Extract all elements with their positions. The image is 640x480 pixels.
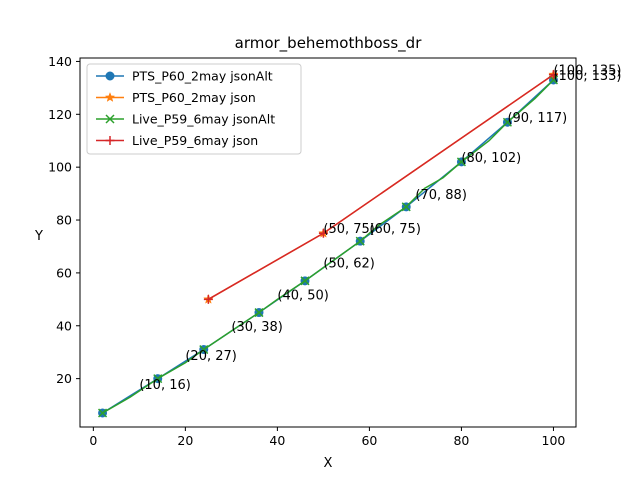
data-label: (100, 135) xyxy=(553,64,621,79)
x-tick-label: 80 xyxy=(453,433,469,448)
legend-box xyxy=(86,63,302,155)
data-label: (70, 88) xyxy=(415,188,467,203)
y-tick-label: 80 xyxy=(56,213,72,228)
legend-label: Live_P59_6may jsonAlt xyxy=(132,112,275,127)
x-tick-label: 100 xyxy=(542,433,566,448)
data-label: (10, 16) xyxy=(139,378,191,393)
data-label: (50, 62) xyxy=(323,257,375,272)
y-axis-label: Y xyxy=(34,229,43,244)
data-point xyxy=(300,276,310,286)
legend-marker xyxy=(105,114,115,124)
y-tick-label: 40 xyxy=(56,318,72,333)
legend-marker xyxy=(105,71,115,81)
x-axis-label: X xyxy=(324,456,333,471)
data-label: (50, 75) xyxy=(323,222,375,237)
data-point xyxy=(203,294,213,304)
legend-marker xyxy=(104,91,116,102)
legend-label: Live_P59_6may json xyxy=(132,133,258,148)
data-label: (80, 102) xyxy=(461,151,521,166)
x-tick-label: 40 xyxy=(269,433,285,448)
data-point xyxy=(153,374,163,384)
data-point xyxy=(548,70,558,80)
legend: PTS_P60_2may jsonAlt PTS_P60_2may json Liv… xyxy=(86,63,302,155)
data-point xyxy=(98,408,108,418)
x-tick-label: 0 xyxy=(89,433,97,448)
x-tick-label: 60 xyxy=(361,433,377,448)
y-tick-label: 20 xyxy=(56,371,72,386)
data-label: (60, 75) xyxy=(369,222,421,237)
x-tick-label: 20 xyxy=(177,433,193,448)
data-label: (40, 50) xyxy=(277,288,329,303)
data-label: (20, 27) xyxy=(185,349,237,364)
data-point xyxy=(456,157,466,167)
legend-label: PTS_P60_2may jsonAlt xyxy=(132,69,273,84)
plot-frame xyxy=(79,57,577,428)
series-3 xyxy=(203,70,558,304)
data-point xyxy=(318,228,328,238)
data-label: (90, 117) xyxy=(507,111,567,126)
y-tick-label: 140 xyxy=(48,54,72,69)
series-line xyxy=(102,79,554,414)
y-tick-label: 120 xyxy=(48,107,72,122)
chart-title: armor_behemothboss_dr xyxy=(235,34,423,53)
data-point xyxy=(254,308,264,318)
data-point xyxy=(199,345,209,355)
y-tick-label: 100 xyxy=(48,160,72,175)
data-label: (100, 133) xyxy=(553,69,621,84)
data-point xyxy=(502,117,512,127)
data-label: (30, 38) xyxy=(231,320,283,335)
y-tick-label: 60 xyxy=(56,265,72,280)
data-point xyxy=(355,236,365,246)
legend-label: PTS_P60_2may json xyxy=(132,90,256,105)
data-point xyxy=(401,202,411,212)
legend-marker xyxy=(105,136,115,145)
series-2 xyxy=(98,75,558,418)
